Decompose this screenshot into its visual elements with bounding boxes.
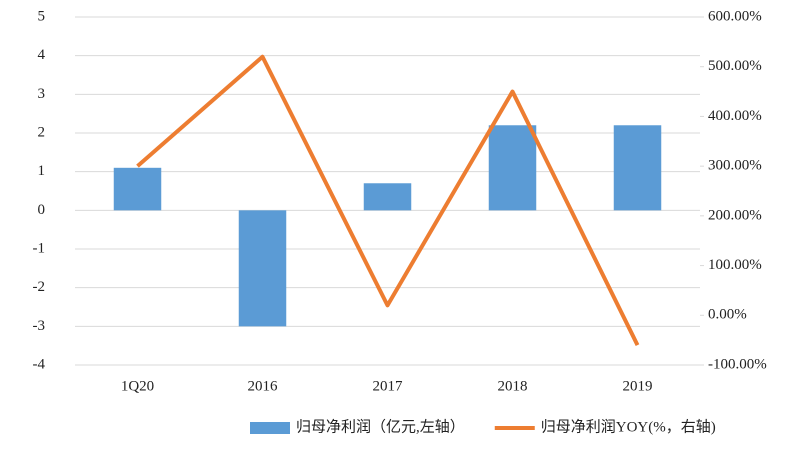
- y-tick-label: -4: [33, 356, 46, 372]
- y2-tick-label: 400.00%: [708, 108, 762, 124]
- line: [136, 54, 640, 346]
- y-tick-label: -2: [33, 279, 46, 295]
- legend-label: 归母净利润YOY(%，右轴): [541, 418, 716, 435]
- y2-tick-label: 100.00%: [708, 257, 762, 273]
- x-tick-label: 2016: [248, 378, 279, 394]
- y2-tick-label: 600.00%: [708, 8, 762, 24]
- legend-swatch: [250, 422, 290, 434]
- legend-label: 归母净利润（亿元,左轴）: [296, 418, 465, 435]
- y-tick-label: 4: [38, 47, 46, 63]
- x-tick-label: 2017: [373, 378, 404, 394]
- bar: [488, 125, 537, 211]
- y-tick-label: 3: [38, 86, 46, 102]
- bar: [613, 125, 662, 211]
- y2-tick-label: 300.00%: [708, 158, 762, 174]
- y2-tick-label: -100.00%: [708, 356, 767, 372]
- y-tick-label: 0: [38, 202, 46, 218]
- y-tick-label: -3: [33, 318, 46, 334]
- y-tick-label: 5: [38, 8, 46, 24]
- bar: [238, 210, 287, 327]
- y-tick-label: -1: [33, 240, 46, 256]
- y2-tick-label: 0.00%: [708, 307, 747, 323]
- x-tick-label: 1Q20: [121, 378, 154, 394]
- y2-tick-label: 500.00%: [708, 58, 762, 74]
- x-tick-label: 2019: [623, 378, 653, 394]
- bar: [363, 183, 412, 211]
- bar: [113, 167, 162, 211]
- x-tick-label: 2018: [498, 378, 528, 394]
- y-tick-label: 1: [38, 163, 46, 179]
- y-tick-label: 2: [38, 124, 46, 140]
- y2-tick-label: 200.00%: [708, 207, 762, 223]
